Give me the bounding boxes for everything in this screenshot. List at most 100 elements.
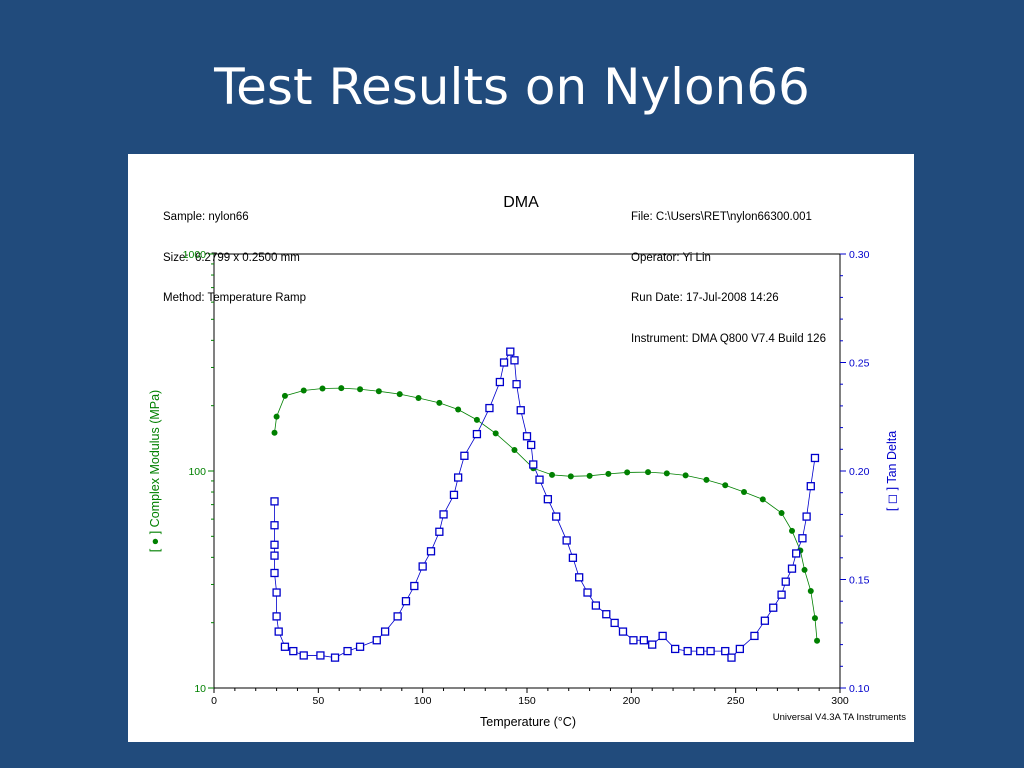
modulus-point xyxy=(682,472,689,479)
tan-delta-point xyxy=(299,651,308,660)
tan-delta-point xyxy=(393,612,402,621)
sample-size: Size: 6.2799 x 0.2500 mm xyxy=(163,251,300,264)
chart-panel: Sample: nylon66 Size: 6.2799 x 0.2500 mm… xyxy=(128,154,914,742)
modulus-point xyxy=(722,482,729,489)
tan-delta-point xyxy=(512,380,521,389)
tan-delta-point xyxy=(639,636,649,645)
tan-delta-point xyxy=(272,588,281,597)
modulus-point xyxy=(273,413,280,420)
tan-delta-point xyxy=(610,618,619,628)
tan-delta-point xyxy=(439,510,448,519)
y-left-tick-label: 100 xyxy=(188,466,206,478)
modulus-point xyxy=(605,470,612,477)
modulus-point xyxy=(281,392,288,399)
tan-delta-point xyxy=(355,642,365,651)
tan-delta-point xyxy=(449,490,459,500)
y-left-axis-label: [ ● ] Complex Modulus (MPa) xyxy=(148,390,162,552)
tan-delta-point xyxy=(543,495,553,504)
tan-delta-point xyxy=(735,644,744,654)
tan-delta-point xyxy=(280,642,290,651)
tan-delta-point xyxy=(401,597,411,606)
y-right-tick-label: 0.30 xyxy=(849,249,870,261)
tan-delta-point xyxy=(516,406,525,415)
tan-delta-point xyxy=(270,551,279,560)
modulus-point xyxy=(473,416,480,423)
tan-delta-point xyxy=(270,540,279,549)
modulus-point xyxy=(375,388,382,395)
x-tick-label: 150 xyxy=(518,695,536,707)
tan-delta-point xyxy=(727,653,736,662)
software-version: Universal V4.3A TA Instruments xyxy=(772,712,906,723)
modulus-point xyxy=(801,566,808,573)
tan-delta-point xyxy=(435,527,444,536)
sample-info: Sample: nylon66 Size: 6.2799 x 0.2500 mm… xyxy=(163,184,306,333)
run-date: Run Date: 17-Jul-2008 14:26 xyxy=(631,292,779,304)
series-lines xyxy=(274,350,818,659)
x-tick-label: 0 xyxy=(211,695,217,707)
modulus-point xyxy=(814,637,821,644)
tan-delta-point xyxy=(792,549,801,558)
modulus-point xyxy=(624,469,631,476)
modulus-point xyxy=(586,472,593,479)
instrument: Instrument: DMA Q800 V7.4 Build 126 xyxy=(631,332,826,345)
x-tick-label: 50 xyxy=(312,695,324,707)
tan-delta-point xyxy=(418,562,427,571)
modulus-point xyxy=(789,527,796,534)
modulus-point xyxy=(357,386,364,393)
tan-delta-point xyxy=(426,547,436,556)
tan-delta-line xyxy=(274,350,816,659)
tan-delta-point xyxy=(658,631,667,641)
modulus-point xyxy=(338,385,345,392)
tan-delta-point xyxy=(552,512,561,521)
y-right-tick-label: 0.10 xyxy=(849,683,870,695)
tan-delta-point xyxy=(760,616,770,625)
modulus-point xyxy=(759,496,766,503)
modulus-point xyxy=(567,473,574,480)
x-tick-label: 200 xyxy=(623,695,641,707)
modulus-point xyxy=(663,470,670,477)
tan-delta-point xyxy=(499,358,509,367)
tan-delta-point xyxy=(460,451,469,460)
y-right-tick-label: 0.15 xyxy=(849,575,870,587)
tan-delta-point xyxy=(568,553,578,562)
tan-delta-point xyxy=(671,644,680,654)
x-tick-label: 300 xyxy=(831,695,849,707)
tan-delta-point xyxy=(472,429,482,439)
tan-delta-point xyxy=(510,356,519,365)
modulus-point xyxy=(415,394,422,401)
tan-delta-point xyxy=(380,627,390,636)
tan-delta-point xyxy=(270,521,279,530)
modulus-point xyxy=(436,399,443,406)
tan-delta-point xyxy=(272,612,281,621)
modulus-point xyxy=(511,446,518,453)
modulus-point xyxy=(807,587,814,594)
tan-delta-point xyxy=(343,646,352,656)
modulus-point xyxy=(455,406,462,413)
tan-delta-point xyxy=(270,568,279,578)
modulus-point xyxy=(549,471,556,478)
tan-delta-point xyxy=(562,536,571,545)
tan-delta-point xyxy=(781,577,790,586)
x-axis-label: Temperature (°C) xyxy=(480,715,576,729)
tan-delta-point xyxy=(535,475,544,484)
tan-delta-point xyxy=(583,588,592,597)
tan-delta-point xyxy=(721,646,730,656)
chart-title: DMA xyxy=(503,194,539,211)
slide-title: Test Results on Nylon66 xyxy=(214,58,810,116)
tan-delta-point xyxy=(602,610,611,619)
tan-delta-point xyxy=(806,482,815,491)
tan-delta-point xyxy=(372,636,381,645)
tan-delta-point xyxy=(522,432,532,441)
tan-delta-point xyxy=(706,646,715,656)
tan-delta-point xyxy=(591,601,601,610)
axis-ticks: 0 50 100 150 200 250 300 10 100 1000 0.10 0.15 0.20 0… xyxy=(183,249,870,707)
tan-delta-point xyxy=(696,646,705,656)
tan-delta-point xyxy=(683,646,692,656)
y-left-tick-label: 10 xyxy=(194,683,206,695)
tan-delta-point xyxy=(629,636,638,645)
tan-delta-point xyxy=(529,460,538,469)
tan-delta-point xyxy=(769,603,778,612)
tan-delta-point xyxy=(274,627,283,636)
y-right-tick-label: 0.25 xyxy=(849,358,870,370)
tan-delta-point xyxy=(485,403,494,413)
